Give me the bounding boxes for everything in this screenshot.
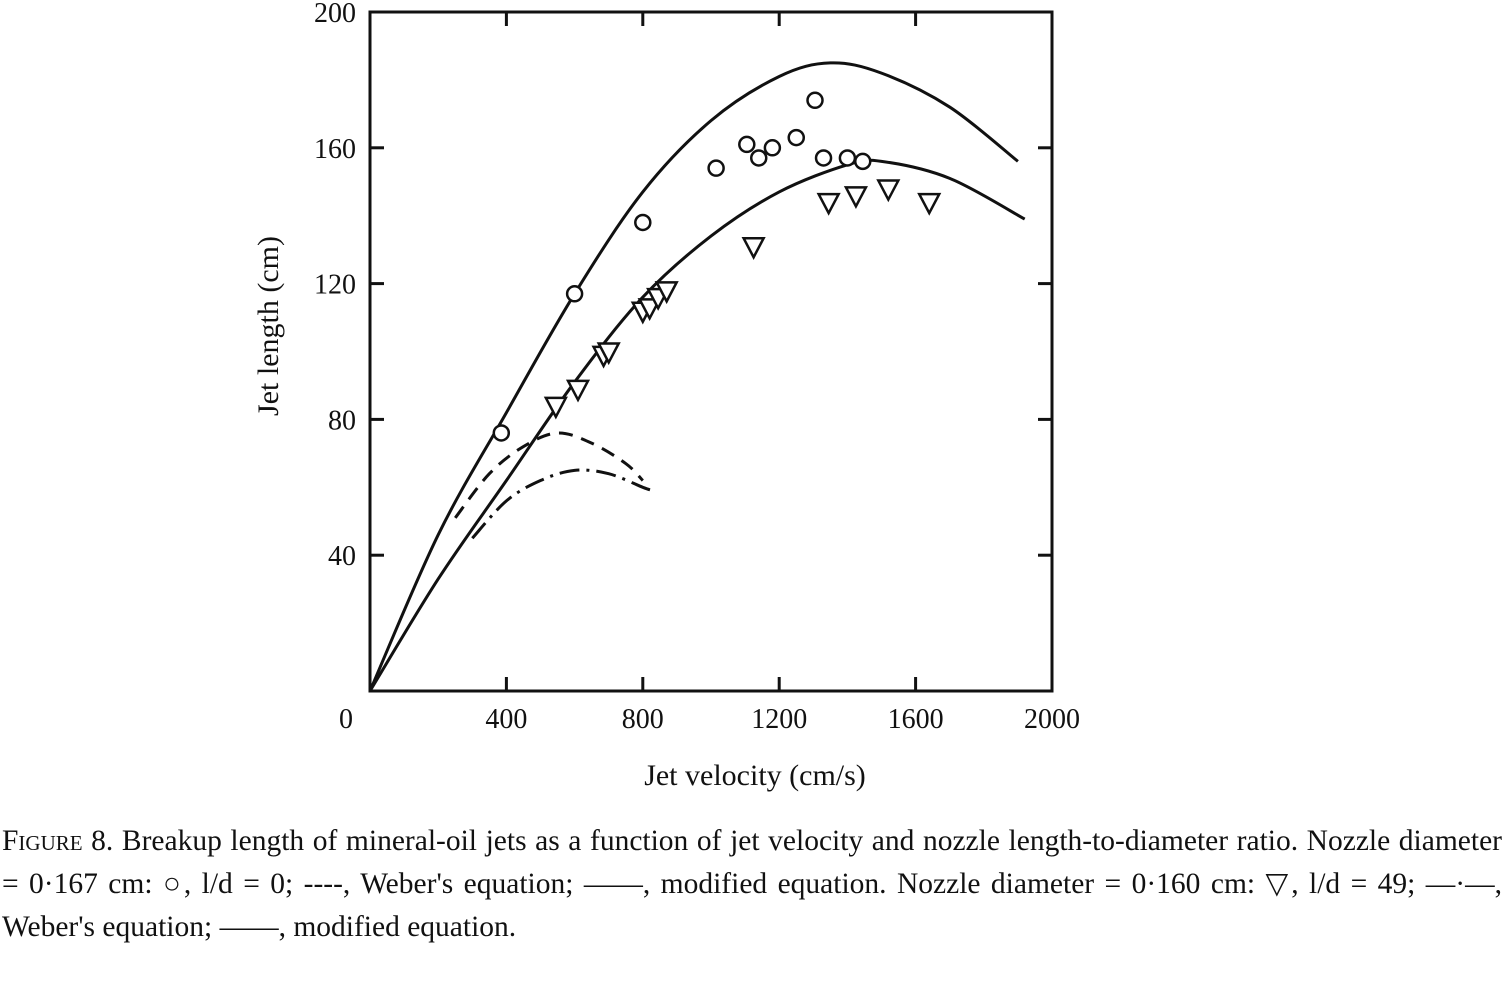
x-tick-label: 800 [622,704,664,735]
triangle-point [816,192,841,216]
y-axis-title: Jet length (cm) [252,236,285,416]
triangle-point [917,192,942,216]
triangle-point [565,379,591,403]
y-tick-label: 120 [314,270,356,301]
markers [492,91,942,442]
caption-label: Figure 8. [2,825,114,857]
tick-labels: 0 400 800 1200 1600 2000 40 80 120 160 200 [314,0,1080,735]
circle-point [853,152,872,171]
x-tick-label: 0 [339,704,353,735]
triangle-point [543,396,568,420]
figure-caption: Figure 8. Breakup length of mineral-oil … [2,820,1502,949]
triangle-point [654,281,679,305]
y-tick-label: 80 [328,405,356,436]
x-tick-label: 400 [485,704,527,735]
circle-point [565,285,584,303]
circle-point [634,213,652,232]
circle-point [806,91,824,110]
circle-point [814,149,833,167]
curve-dash-dot [471,468,654,540]
axis-ticks [370,12,1052,691]
curve-dashed [454,431,644,519]
circle-point [838,149,857,167]
plot-frame [368,10,1054,693]
x-axis-title: Jet velocity (cm/s) [644,759,866,792]
triangle-point [596,342,621,366]
curve-solid [368,158,1026,692]
curve-solid [368,61,1019,692]
x-tick-label: 2000 [1024,704,1080,735]
chart: 0 400 800 1200 1600 2000 40 80 120 160 200 Jet vel… [252,0,1080,792]
triangle-point [843,186,868,210]
x-tick-label: 1600 [888,704,944,735]
circle-point [738,135,756,154]
x-tick-label: 1200 [751,704,807,735]
circle-point [763,139,782,157]
triangle-point [741,237,766,260]
circle-point [749,149,768,167]
circle-point [787,128,805,147]
y-tick-label: 160 [314,134,356,165]
circle-point [492,424,511,442]
caption-text: Breakup length of mineral-oil jets as a … [2,825,1510,943]
y-tick-label: 200 [314,0,356,29]
triangle-point [876,179,901,203]
curves [368,61,1026,692]
circle-point [707,159,725,177]
y-tick-label: 40 [328,541,356,572]
